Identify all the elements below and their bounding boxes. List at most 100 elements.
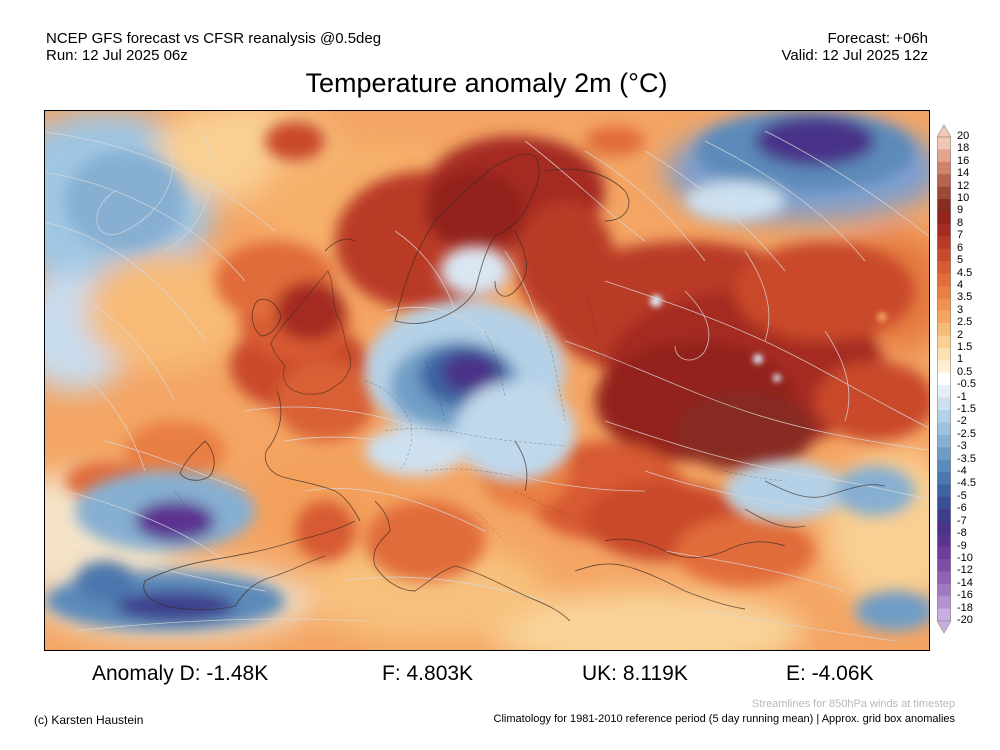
scale-label: 7 bbox=[957, 229, 964, 242]
scale-label: 18 bbox=[957, 142, 970, 155]
cold-anomalies bbox=[45, 111, 929, 631]
warm-anomalies bbox=[65, 121, 929, 586]
forecast-info: Forecast: +06h Valid: 12 Jul 2025 12z bbox=[782, 30, 929, 64]
scale-arrow-down bbox=[937, 620, 951, 634]
scale-segment bbox=[937, 410, 951, 424]
scale-segment bbox=[937, 199, 951, 213]
scale-label: 2 bbox=[957, 328, 964, 341]
scale-label: 8 bbox=[957, 216, 964, 229]
scale-segment bbox=[937, 509, 951, 523]
scale-label: 3.5 bbox=[957, 291, 973, 304]
scale-label: -20 bbox=[957, 614, 973, 626]
climatology-note: Climatology for 1981-2010 reference peri… bbox=[493, 713, 955, 725]
scale-label: 0.5 bbox=[957, 365, 973, 378]
scale-label: 3 bbox=[957, 303, 964, 316]
scale-segment bbox=[937, 596, 951, 610]
scale-label: -2 bbox=[957, 415, 967, 428]
scale-label: 5 bbox=[957, 254, 964, 267]
scale-segment bbox=[937, 174, 951, 188]
scale-segment bbox=[937, 236, 951, 250]
forecast-lead: Forecast: +06h bbox=[827, 30, 928, 47]
scale-segment bbox=[937, 223, 951, 237]
scale-label: -8 bbox=[957, 527, 967, 540]
scale-label: 9 bbox=[957, 204, 964, 217]
scale-segment bbox=[937, 521, 951, 535]
scale-segment bbox=[937, 285, 951, 299]
scale-segment bbox=[937, 571, 951, 585]
scale-label: 1.5 bbox=[957, 340, 973, 353]
scale-segment bbox=[937, 397, 951, 411]
scale-segment bbox=[937, 323, 951, 337]
country-anomalies: Anomaly D: -1.48K F: 4.803K UK: 8.119K E… bbox=[0, 662, 1000, 692]
scale-segment bbox=[937, 248, 951, 262]
scale-label: -6 bbox=[957, 502, 967, 515]
scale-label: -5 bbox=[957, 489, 967, 502]
scale-label: 14 bbox=[957, 167, 970, 180]
scale-segment bbox=[937, 273, 951, 287]
scale-label: -1 bbox=[957, 390, 967, 403]
scale-label: -9 bbox=[957, 539, 967, 552]
scale-segment bbox=[937, 447, 951, 461]
coastlines bbox=[143, 153, 886, 622]
scale-label: -2.5 bbox=[957, 427, 976, 440]
scale-label: 4 bbox=[957, 278, 964, 291]
run-info: NCEP GFS forecast vs CFSR reanalysis @0.… bbox=[46, 30, 381, 64]
scale-segment bbox=[937, 484, 951, 498]
scale-segment bbox=[937, 434, 951, 448]
scale-label: -14 bbox=[957, 576, 973, 589]
scale-segment bbox=[937, 472, 951, 486]
scale-label: 1 bbox=[957, 353, 964, 366]
scale-segment bbox=[937, 211, 951, 225]
scale-segment bbox=[937, 360, 951, 374]
scale-label: 4.5 bbox=[957, 266, 973, 279]
scale-label: -1.5 bbox=[957, 403, 976, 416]
copyright: (c) Karsten Haustein bbox=[34, 713, 144, 727]
scale-segment bbox=[937, 558, 951, 572]
scale-segment bbox=[937, 347, 951, 361]
scale-segment bbox=[937, 186, 951, 200]
scale-segment bbox=[937, 608, 951, 622]
anomaly-map[interactable] bbox=[44, 110, 930, 651]
scale-label: -4 bbox=[957, 465, 967, 478]
scale-label: -18 bbox=[957, 601, 973, 614]
anomaly-spain: E: -4.06K bbox=[786, 662, 874, 685]
scale-segment bbox=[937, 137, 951, 151]
anomaly-uk: UK: 8.119K bbox=[582, 662, 688, 685]
scale-segment bbox=[937, 583, 951, 597]
hotspot-markers bbox=[650, 295, 887, 382]
map-title: Temperature anomaly 2m (°C) bbox=[305, 68, 668, 98]
scale-segment bbox=[937, 335, 951, 349]
valid-time: Valid: 12 Jul 2025 12z bbox=[781, 47, 929, 64]
run-time: Run: 12 Jul 2025 06z bbox=[46, 47, 188, 64]
anomaly-color-scale bbox=[937, 124, 951, 634]
scale-label: -12 bbox=[957, 564, 973, 577]
scale-segment bbox=[937, 496, 951, 510]
scale-segment bbox=[937, 459, 951, 473]
scale-arrow-up bbox=[937, 124, 951, 138]
streamlines bbox=[45, 120, 929, 642]
scale-segment bbox=[937, 149, 951, 163]
scale-label: 12 bbox=[957, 179, 970, 192]
anomaly-france: F: 4.803K bbox=[382, 662, 474, 685]
scale-segment bbox=[937, 161, 951, 175]
streamlines-note: Streamlines for 850hPa winds at timestep bbox=[752, 698, 955, 710]
scale-segment bbox=[937, 546, 951, 560]
scale-segment bbox=[937, 385, 951, 399]
scale-label: -4.5 bbox=[957, 477, 976, 490]
scale-segment bbox=[937, 372, 951, 386]
anomaly-germany: Anomaly D: -1.48K bbox=[92, 662, 269, 685]
scale-label: -16 bbox=[957, 589, 973, 602]
scale-label: 6 bbox=[957, 241, 964, 254]
scale-segment bbox=[937, 298, 951, 312]
scale-segment bbox=[937, 261, 951, 275]
scale-label: 20 bbox=[957, 130, 970, 142]
country-borders bbox=[174, 290, 786, 542]
scale-segment bbox=[937, 310, 951, 324]
scale-label: -3 bbox=[957, 440, 967, 453]
scale-label: 16 bbox=[957, 154, 970, 167]
scale-label: -10 bbox=[957, 551, 973, 564]
scale-label: -0.5 bbox=[957, 378, 976, 391]
scale-label: -7 bbox=[957, 514, 967, 527]
scale-label: -3.5 bbox=[957, 452, 976, 465]
scale-label: 2.5 bbox=[957, 316, 973, 329]
